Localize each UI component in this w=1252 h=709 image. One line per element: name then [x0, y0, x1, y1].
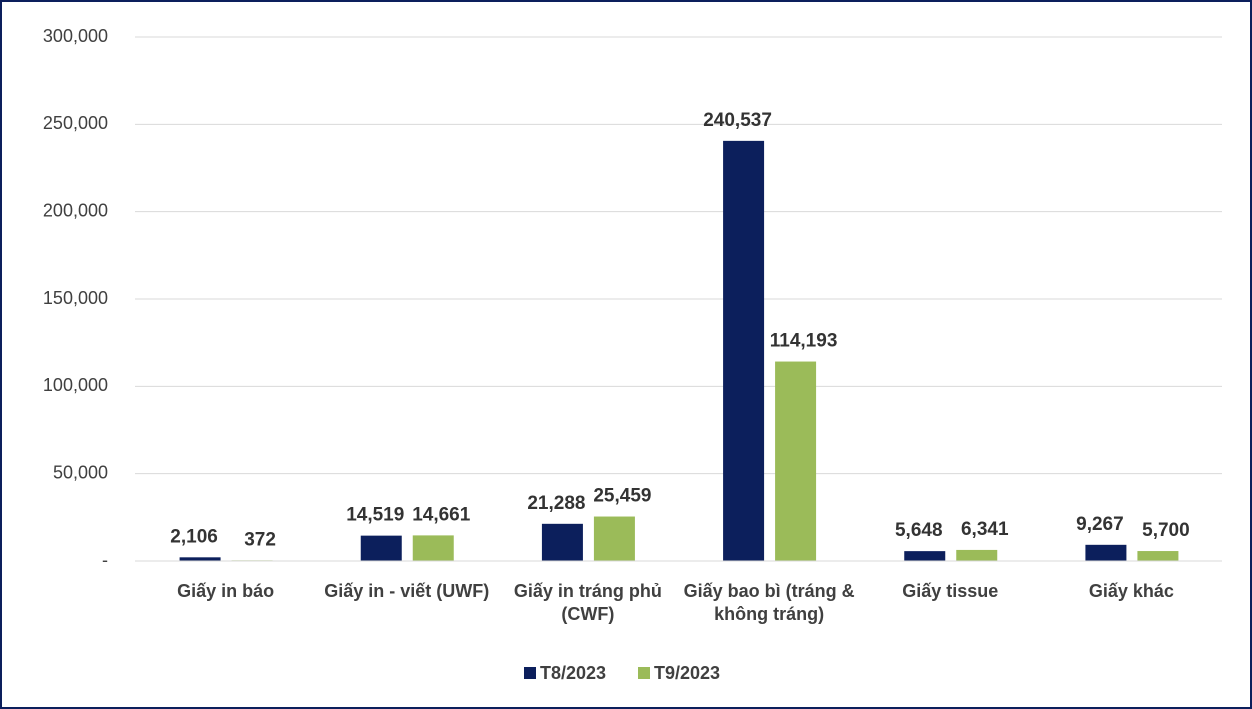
bar	[775, 361, 817, 561]
x-tick-label: Giấy in tráng phủ (CWF)	[513, 581, 662, 624]
bar	[1137, 551, 1179, 561]
data-label: 9,267	[1076, 514, 1124, 535]
x-tick-label: Giấy in - viết (UWF)	[324, 581, 490, 601]
legend-label: T9/2023	[654, 663, 720, 683]
bar	[541, 523, 583, 561]
y-tick-label: 250,000	[43, 113, 108, 133]
data-label: 21,288	[527, 493, 585, 514]
bar	[179, 557, 221, 561]
y-tick-label: 50,000	[53, 462, 108, 482]
data-label: 14,661	[412, 504, 471, 525]
y-tick-label: 150,000	[43, 288, 108, 308]
legend-swatch	[524, 667, 536, 679]
data-label: 5,700	[1142, 520, 1190, 541]
data-label: 240,537	[703, 110, 772, 131]
data-label: 5,648	[895, 520, 943, 541]
data-label: 372	[244, 529, 276, 550]
bar	[956, 549, 998, 561]
bar	[1085, 544, 1127, 561]
bar	[593, 516, 635, 561]
x-tick-label: Giấy in báo	[177, 581, 275, 601]
x-tick-label: Giấy tissue	[902, 581, 999, 601]
bar	[360, 535, 402, 561]
legend-swatch	[638, 667, 650, 679]
data-label: 2,106	[170, 526, 218, 547]
data-label: 6,341	[961, 519, 1009, 540]
y-tick-label: 300,000	[43, 26, 108, 46]
x-tick-label: Giấy khác	[1088, 581, 1174, 601]
y-tick-label: 100,000	[43, 375, 108, 395]
legend-label: T8/2023	[540, 663, 606, 683]
bar	[904, 551, 946, 561]
data-label: 25,459	[593, 486, 651, 507]
data-label: 114,193	[770, 331, 838, 352]
y-tick-label: -	[102, 550, 108, 570]
bar	[412, 535, 454, 561]
bar	[723, 140, 765, 561]
y-tick-label: 200,000	[43, 200, 108, 220]
data-label: 14,519	[346, 505, 404, 526]
x-tick-label: Giấy bao bì (tráng & không tráng)	[683, 581, 855, 624]
